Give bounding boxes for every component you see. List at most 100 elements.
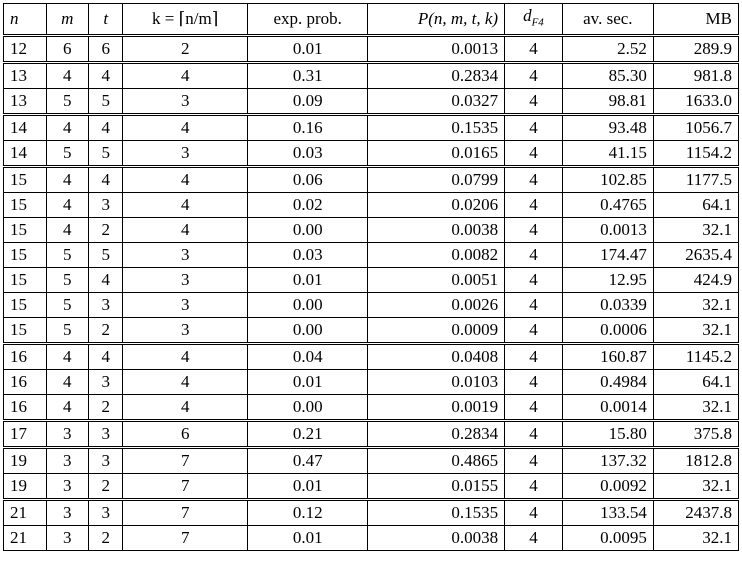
cell-av-sec: 41.15 bbox=[561, 140, 654, 168]
cell-dF4: 4 bbox=[504, 498, 563, 527]
cell-mb: 32.1 bbox=[652, 525, 740, 552]
table-row: 13 4 4 4 0.31 0.2834 4 85.30 981.8 bbox=[3, 61, 740, 90]
cell-k: 4 bbox=[122, 61, 248, 90]
table-row: 14 5 5 3 0.03 0.0165 4 41.15 1154.2 bbox=[3, 140, 740, 168]
cell-av-sec: 0.0092 bbox=[561, 473, 654, 501]
cell-n: 16 bbox=[3, 394, 47, 422]
table-row: 15 4 2 4 0.00 0.0038 4 0.0013 32.1 bbox=[3, 217, 740, 244]
cell-probability: 0.0103 bbox=[367, 369, 506, 396]
cell-n: 17 bbox=[3, 419, 47, 449]
cell-mb: 32.1 bbox=[652, 394, 740, 422]
cell-dF4: 4 bbox=[504, 317, 563, 345]
cell-k: 3 bbox=[122, 88, 248, 116]
cell-exp-prob: 0.01 bbox=[246, 473, 369, 501]
cell-k: 3 bbox=[122, 140, 248, 168]
cell-n: 15 bbox=[3, 217, 47, 244]
cell-exp-prob: 0.00 bbox=[246, 292, 369, 319]
cell-av-sec: 12.95 bbox=[561, 267, 654, 294]
table-row: 19 3 3 7 0.47 0.4865 4 137.32 1812.8 bbox=[3, 446, 740, 475]
cell-m: 4 bbox=[45, 192, 90, 219]
cell-k: 7 bbox=[122, 473, 248, 501]
table-row: 19 3 2 7 0.01 0.0155 4 0.0092 32.1 bbox=[3, 473, 740, 501]
cell-t: 5 bbox=[88, 140, 124, 168]
cell-n: 15 bbox=[3, 267, 47, 294]
results-table: n m t k = ⌈n/m⌉ exp. prob. P(n, m, t, k)… bbox=[3, 2, 740, 552]
cell-k: 4 bbox=[122, 192, 248, 219]
cell-exp-prob: 0.02 bbox=[246, 192, 369, 219]
cell-k: 2 bbox=[122, 34, 248, 64]
cell-k: 4 bbox=[122, 369, 248, 396]
cell-m: 4 bbox=[45, 394, 90, 422]
cell-exp-prob: 0.01 bbox=[246, 267, 369, 294]
cell-k: 3 bbox=[122, 242, 248, 269]
cell-probability: 0.4865 bbox=[367, 446, 506, 475]
cell-t: 6 bbox=[88, 34, 124, 64]
table-row: 15 5 4 3 0.01 0.0051 4 12.95 424.9 bbox=[3, 267, 740, 294]
cell-t: 4 bbox=[88, 113, 124, 142]
cell-probability: 0.0019 bbox=[367, 394, 506, 422]
cell-t: 3 bbox=[88, 419, 124, 449]
cell-av-sec: 0.0006 bbox=[561, 317, 654, 345]
row-group: 17 3 3 6 0.21 0.2834 4 15.80 375.8 bbox=[3, 419, 740, 449]
cell-m: 6 bbox=[45, 34, 90, 64]
cell-n: 21 bbox=[3, 525, 47, 552]
cell-t: 3 bbox=[88, 446, 124, 475]
cell-mb: 981.8 bbox=[652, 61, 740, 90]
table-row: 16 4 2 4 0.00 0.0019 4 0.0014 32.1 bbox=[3, 394, 740, 422]
cell-t: 5 bbox=[88, 242, 124, 269]
cell-k: 3 bbox=[122, 317, 248, 345]
cell-av-sec: 93.48 bbox=[561, 113, 654, 142]
cell-dF4: 4 bbox=[504, 394, 563, 422]
cell-exp-prob: 0.00 bbox=[246, 217, 369, 244]
cell-dF4: 4 bbox=[504, 165, 563, 194]
cell-t: 4 bbox=[88, 342, 124, 371]
cell-m: 5 bbox=[45, 317, 90, 345]
cell-m: 4 bbox=[45, 61, 90, 90]
cell-mb: 1056.7 bbox=[652, 113, 740, 142]
table-row: 13 5 5 3 0.09 0.0327 4 98.81 1633.0 bbox=[3, 88, 740, 116]
cell-mb: 32.1 bbox=[652, 473, 740, 501]
cell-dF4: 4 bbox=[504, 525, 563, 552]
cell-probability: 0.0165 bbox=[367, 140, 506, 168]
cell-k: 4 bbox=[122, 342, 248, 371]
cell-m: 3 bbox=[45, 473, 90, 501]
cell-k: 4 bbox=[122, 113, 248, 142]
table-row: 16 4 4 4 0.04 0.0408 4 160.87 1145.2 bbox=[3, 342, 740, 371]
table-row: 15 5 2 3 0.00 0.0009 4 0.0006 32.1 bbox=[3, 317, 740, 345]
cell-probability: 0.0082 bbox=[367, 242, 506, 269]
header-exp-prob: exp. prob. bbox=[246, 2, 369, 37]
cell-av-sec: 160.87 bbox=[561, 342, 654, 371]
cell-exp-prob: 0.12 bbox=[246, 498, 369, 527]
cell-mb: 32.1 bbox=[652, 317, 740, 345]
cell-m: 4 bbox=[45, 369, 90, 396]
cell-exp-prob: 0.04 bbox=[246, 342, 369, 371]
cell-dF4: 4 bbox=[504, 446, 563, 475]
cell-probability: 0.0155 bbox=[367, 473, 506, 501]
cell-mb: 32.1 bbox=[652, 292, 740, 319]
cell-exp-prob: 0.01 bbox=[246, 34, 369, 64]
cell-mb: 2437.8 bbox=[652, 498, 740, 527]
cell-av-sec: 98.81 bbox=[561, 88, 654, 116]
cell-n: 15 bbox=[3, 165, 47, 194]
cell-m: 5 bbox=[45, 140, 90, 168]
header-k: k = ⌈n/m⌉ bbox=[122, 2, 248, 37]
cell-probability: 0.0026 bbox=[367, 292, 506, 319]
cell-probability: 0.0051 bbox=[367, 267, 506, 294]
header-m: m bbox=[45, 2, 90, 37]
cell-dF4: 4 bbox=[504, 267, 563, 294]
row-group: 15 4 4 4 0.06 0.0799 4 102.85 1177.5 15 4 3 4 0.02 0.0… bbox=[3, 165, 740, 345]
cell-dF4: 4 bbox=[504, 140, 563, 168]
cell-probability: 0.0013 bbox=[367, 34, 506, 64]
cell-exp-prob: 0.03 bbox=[246, 242, 369, 269]
cell-mb: 2635.4 bbox=[652, 242, 740, 269]
cell-k: 3 bbox=[122, 267, 248, 294]
cell-t: 4 bbox=[88, 165, 124, 194]
header-n: n bbox=[3, 2, 47, 37]
cell-probability: 0.1535 bbox=[367, 498, 506, 527]
cell-n: 16 bbox=[3, 369, 47, 396]
table-row: 21 3 3 7 0.12 0.1535 4 133.54 2437.8 bbox=[3, 498, 740, 527]
cell-dF4: 4 bbox=[504, 217, 563, 244]
cell-m: 3 bbox=[45, 419, 90, 449]
cell-av-sec: 85.30 bbox=[561, 61, 654, 90]
cell-mb: 289.9 bbox=[652, 34, 740, 64]
